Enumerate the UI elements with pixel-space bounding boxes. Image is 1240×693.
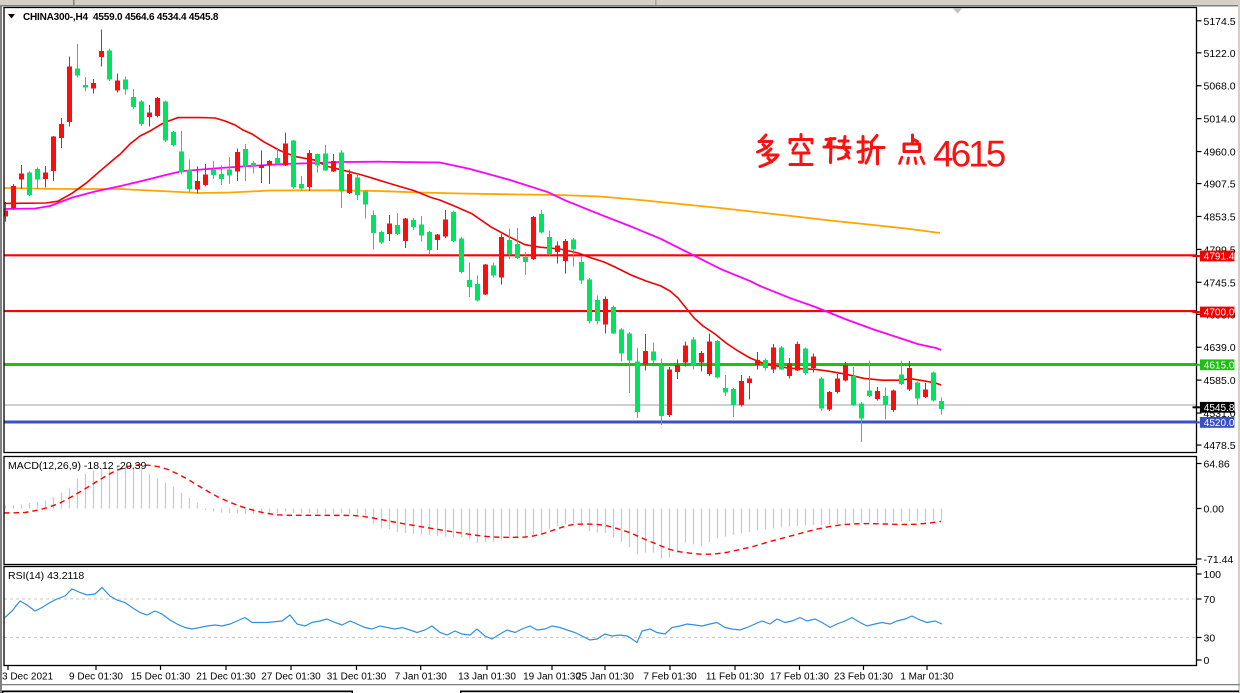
svg-text:100: 100 [1204, 569, 1222, 581]
svg-text:4907.5: 4907.5 [1204, 179, 1236, 191]
svg-text:0.00: 0.00 [1204, 504, 1225, 516]
svg-text:4545.8: 4545.8 [1204, 403, 1235, 414]
svg-text:4615.0: 4615.0 [1204, 360, 1235, 371]
svg-text:5174.5: 5174.5 [1204, 16, 1236, 28]
svg-text:15 Dec 01:30: 15 Dec 01:30 [131, 672, 191, 683]
svg-text:64.86: 64.86 [1204, 459, 1230, 471]
svg-text:4520.0: 4520.0 [1204, 418, 1235, 429]
svg-text:31 Dec 01:30: 31 Dec 01:30 [327, 672, 387, 683]
svg-text:11 Feb 01:30: 11 Feb 01:30 [706, 672, 765, 683]
svg-text:RSI(14) 43.2118: RSI(14) 43.2118 [8, 570, 84, 582]
svg-text:CHINA300-,H4 4559.0 4564.6 45: CHINA300-,H4 4559.0 4564.6 4534.4 4545.8 [23, 12, 219, 23]
svg-text:4960.0: 4960.0 [1204, 147, 1236, 159]
svg-text:4700.0: 4700.0 [1204, 308, 1235, 319]
svg-text:4799.5: 4799.5 [1204, 244, 1236, 256]
svg-text:25 Jan 01:30: 25 Jan 01:30 [576, 672, 634, 683]
svg-text:5014.0: 5014.0 [1204, 114, 1236, 126]
svg-text:-71.44: -71.44 [1204, 554, 1234, 566]
svg-text:4585.0: 4585.0 [1204, 375, 1236, 387]
svg-text:13 Jan 01:30: 13 Jan 01:30 [458, 672, 516, 683]
svg-text:7 Jan 01:30: 7 Jan 01:30 [395, 672, 448, 683]
svg-text:4853.5: 4853.5 [1204, 211, 1236, 223]
svg-text:4791.4: 4791.4 [1204, 252, 1235, 263]
svg-text:1 Mar 01:30: 1 Mar 01:30 [900, 672, 954, 683]
svg-text:19 Jan 01:30: 19 Jan 01:30 [523, 672, 581, 683]
svg-text:21 Dec 01:30: 21 Dec 01:30 [196, 672, 256, 683]
svg-text:70: 70 [1204, 594, 1216, 606]
svg-text:4639.0: 4639.0 [1204, 342, 1236, 354]
svg-text:5068.0: 5068.0 [1204, 81, 1236, 93]
svg-text:MACD(12,26,9) -18.12 -20.39: MACD(12,26,9) -18.12 -20.39 [8, 460, 146, 472]
svg-text:3 Dec 2021: 3 Dec 2021 [2, 672, 54, 683]
svg-text:4478.5: 4478.5 [1204, 440, 1236, 452]
svg-text:30: 30 [1204, 633, 1216, 645]
svg-text:17 Feb 01:30: 17 Feb 01:30 [770, 672, 829, 683]
svg-text:0: 0 [1204, 655, 1210, 667]
svg-text:4615: 4615 [933, 134, 1006, 175]
svg-text:7 Feb 01:30: 7 Feb 01:30 [643, 672, 697, 683]
svg-text:27 Dec 01:30: 27 Dec 01:30 [261, 672, 321, 683]
svg-text:4745.5: 4745.5 [1204, 277, 1236, 289]
svg-text:23 Feb 01:30: 23 Feb 01:30 [834, 672, 893, 683]
svg-text:5122.0: 5122.0 [1204, 48, 1236, 60]
svg-text:9 Dec 01:30: 9 Dec 01:30 [69, 672, 123, 683]
